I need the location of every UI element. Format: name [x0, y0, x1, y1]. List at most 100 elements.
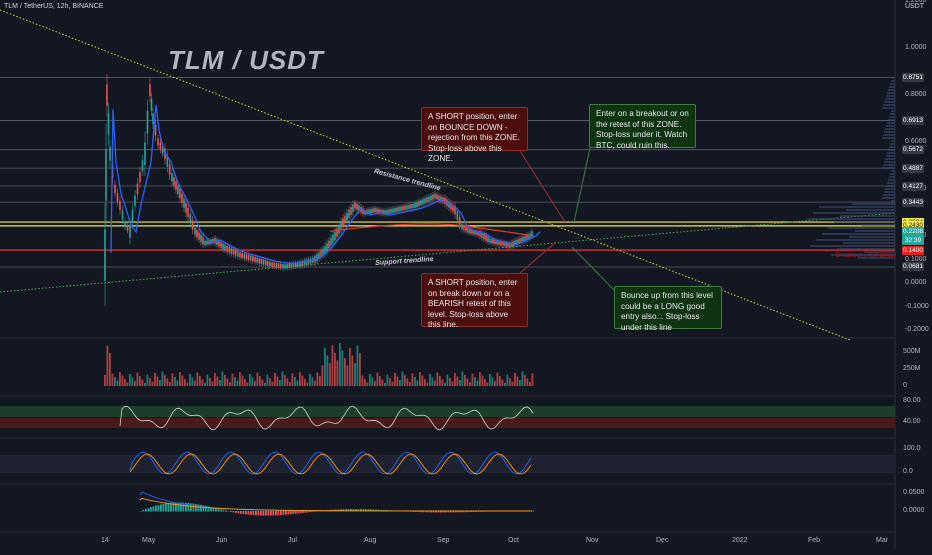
breakout-note: Enter on a breakout or on the retest of …: [589, 104, 696, 150]
candle: [258, 258, 261, 264]
symbol-title: TLM / TetherUS, 12h, BINANCE: [4, 3, 104, 10]
volume-bar: [346, 365, 349, 386]
candle: [249, 255, 252, 261]
volume-profile-bar: [890, 143, 895, 145]
volume-bar: [164, 375, 166, 386]
volume-bar: [454, 373, 456, 386]
macd-histogram: [295, 511, 297, 514]
candle: [234, 249, 237, 256]
macd-histogram: [355, 509, 357, 512]
candle: [279, 263, 282, 268]
macd-histogram: [362, 509, 365, 512]
volume-bar: [161, 371, 164, 386]
candle: [352, 204, 354, 213]
candle: [406, 205, 408, 210]
macd-histogram: [165, 503, 167, 512]
volume-bar: [286, 378, 289, 386]
candle: [228, 246, 231, 253]
macd-histogram: [230, 511, 232, 512]
candle: [181, 193, 183, 203]
candle: [491, 239, 493, 244]
volume-bar: [276, 376, 279, 386]
candle: [194, 227, 196, 235]
volume-bar: [294, 377, 296, 386]
volume-bar: [369, 374, 371, 386]
candle: [408, 204, 410, 209]
candle: [531, 231, 533, 237]
volume-bar: [329, 363, 331, 386]
volume-bar: [494, 381, 496, 386]
candle: [422, 199, 424, 205]
time-tick: Jun: [216, 537, 228, 544]
volume-bar: [331, 345, 334, 386]
volume-bar: [466, 378, 469, 386]
volume-bar: [476, 380, 479, 386]
candle: [420, 200, 422, 206]
macd-histogram: [150, 507, 152, 512]
volume-bar: [336, 360, 339, 386]
candle: [499, 240, 501, 246]
price-level-tag: 0.6913: [902, 116, 924, 126]
volume-profile-bar: [886, 95, 895, 97]
volume-profile-bar: [890, 173, 895, 175]
candle: [254, 257, 256, 262]
candle: [230, 247, 233, 254]
candle: [245, 254, 248, 260]
volume-bar: [171, 373, 174, 386]
volume-bar: [191, 377, 194, 386]
volume-bar: [174, 377, 176, 386]
macd-histogram: [170, 502, 172, 512]
candle: [360, 206, 362, 213]
volume-bar: [381, 379, 384, 386]
volume-bar: [254, 381, 256, 386]
candle: [380, 209, 382, 214]
macd-histogram: [227, 510, 230, 512]
volume-bar: [384, 383, 386, 386]
macd-histogram: [307, 511, 310, 513]
macd-histogram: [272, 511, 275, 516]
candle: [179, 189, 181, 199]
volume-bar: [419, 372, 421, 386]
volume-profile-bar: [889, 176, 895, 178]
candle: [509, 242, 511, 248]
candle: [299, 261, 301, 267]
volume-bar: [371, 377, 374, 386]
candle: [282, 264, 284, 269]
volume-bar: [379, 376, 381, 386]
candle: [410, 204, 412, 209]
candle: [218, 240, 220, 247]
volume-profile-bar: [889, 116, 895, 118]
volume-bar: [401, 371, 404, 386]
volume-profile-bar: [885, 188, 895, 190]
price-level-tag: 0.8751: [902, 72, 924, 82]
candle: [463, 225, 465, 231]
volume-bar: [356, 345, 359, 386]
candle: [237, 250, 239, 257]
candle: [444, 197, 446, 204]
candle: [358, 205, 360, 212]
candle: [301, 261, 303, 266]
macd-histogram: [212, 507, 215, 512]
candle: [479, 230, 481, 237]
candle: [467, 227, 469, 233]
candle: [322, 248, 324, 256]
volume-bar: [459, 380, 461, 386]
candle: [191, 220, 194, 230]
candle: [271, 262, 273, 267]
candle: [241, 253, 243, 258]
candle: [208, 239, 210, 245]
candle: [452, 205, 454, 212]
candle: [157, 138, 159, 146]
candle: [150, 98, 153, 111]
candle: [134, 195, 136, 207]
volume-bar: [184, 379, 186, 386]
rsi-oversold-zone: [0, 418, 895, 428]
candle: [473, 230, 475, 235]
candle: [523, 236, 525, 242]
candle: [129, 224, 131, 238]
volume-bar: [316, 372, 319, 386]
volume-bar: [471, 373, 474, 386]
candle: [527, 234, 529, 240]
